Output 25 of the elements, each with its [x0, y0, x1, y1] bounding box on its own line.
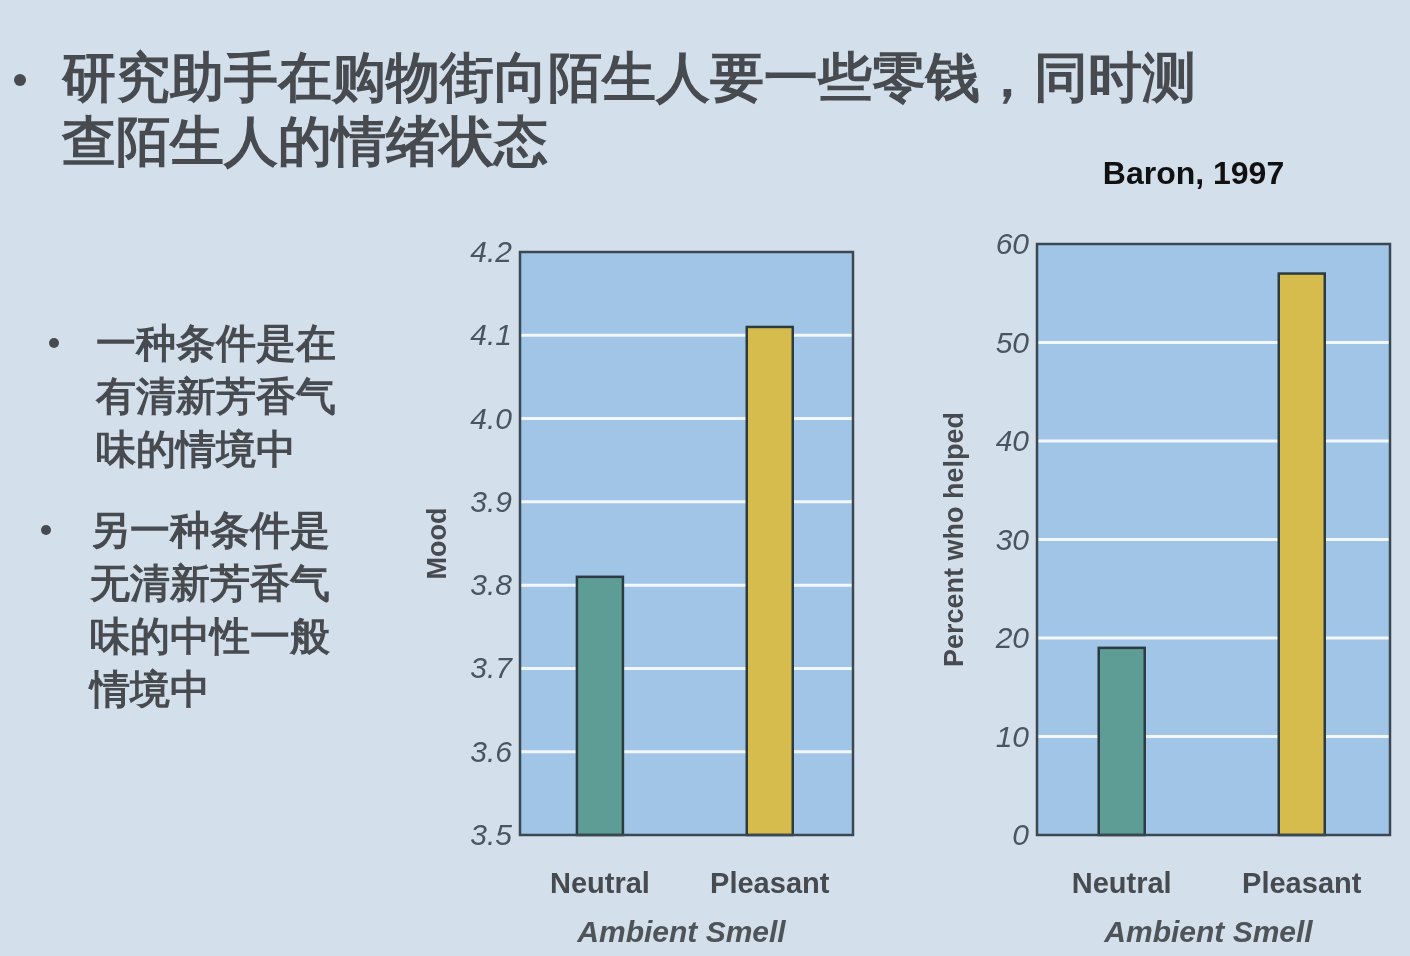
- ytick-label: 3.9: [470, 484, 512, 518]
- xlabel: Ambient Smell: [577, 915, 786, 948]
- ytick-label: 60: [995, 227, 1029, 260]
- ytick-label: 3.5: [470, 818, 512, 851]
- ytick-label: 4.2: [470, 235, 512, 268]
- xtick-label: Neutral: [549, 867, 650, 899]
- ytick-label: 3.7: [470, 651, 512, 685]
- ylabel: Mood: [422, 507, 452, 580]
- ytick-label: 3.6: [470, 734, 512, 768]
- ytick-label: 20: [995, 621, 1029, 654]
- ytick-label: 30: [995, 522, 1029, 556]
- ylabel: Percent who helped: [939, 411, 969, 668]
- ytick-label: 0: [1012, 818, 1029, 851]
- ytick-label: 4.1: [470, 318, 512, 352]
- xtick-label: Neutral: [1071, 867, 1172, 899]
- ytick-label: 3.8: [470, 568, 512, 602]
- xlabel: Ambient Smell: [1104, 915, 1313, 948]
- xtick-label: Pleasant: [1242, 867, 1362, 899]
- annotation: 一种条件是在有清新芳香气味的情境中: [96, 321, 336, 471]
- ytick-label: 4.0: [470, 401, 512, 435]
- ytick-label: 40: [995, 424, 1029, 457]
- annotation: 另一种条件是无清新芳香气味的中性一般情境中: [90, 508, 330, 711]
- ytick-label: 10: [995, 719, 1029, 753]
- ytick-label: 50: [995, 325, 1029, 359]
- xtick-label: Pleasant: [710, 867, 830, 899]
